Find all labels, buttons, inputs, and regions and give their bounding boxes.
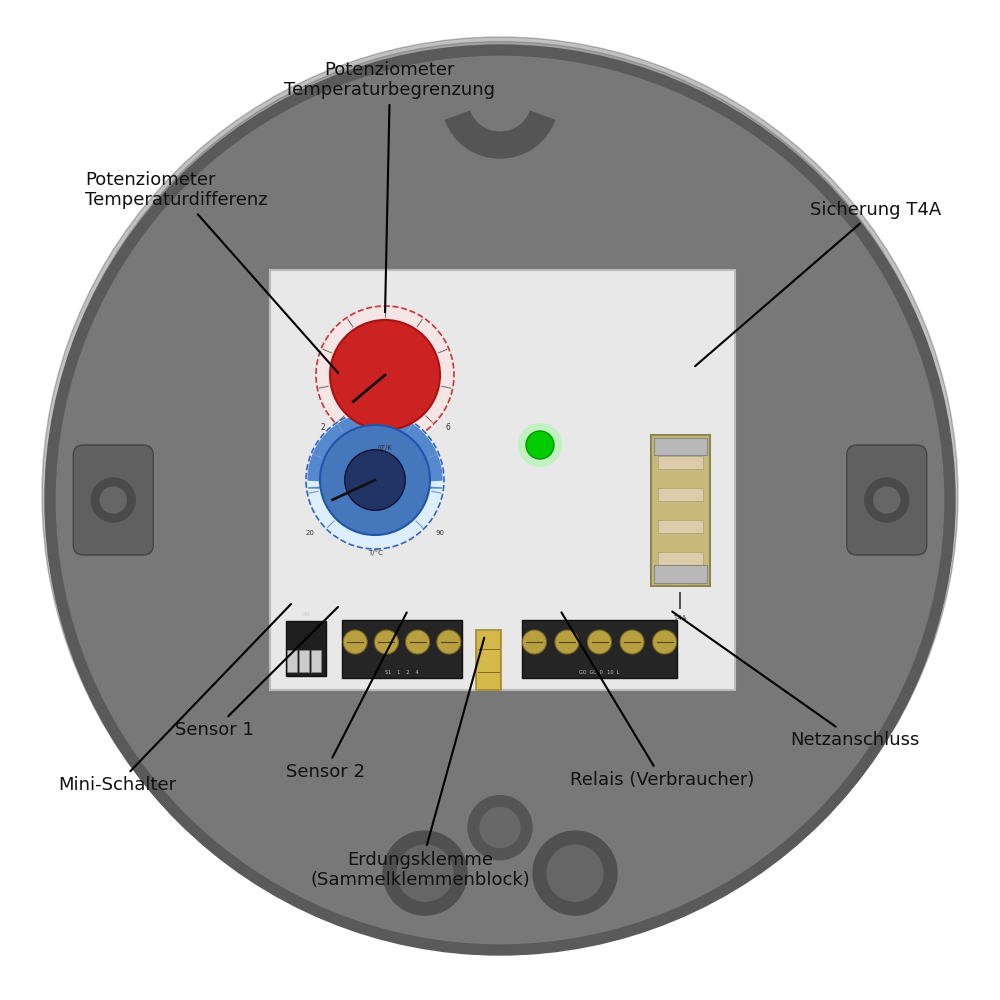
Circle shape xyxy=(56,51,944,939)
Bar xyxy=(654,438,707,455)
Text: Relais (Verbraucher): Relais (Verbraucher) xyxy=(561,612,754,789)
Circle shape xyxy=(480,808,520,848)
Circle shape xyxy=(45,45,955,955)
Text: T/°C: T/°C xyxy=(368,550,382,556)
FancyBboxPatch shape xyxy=(73,445,153,555)
Circle shape xyxy=(547,845,603,901)
Text: T4A: T4A xyxy=(673,614,687,620)
Bar xyxy=(658,520,703,533)
Circle shape xyxy=(865,478,909,522)
Circle shape xyxy=(653,630,677,654)
Text: Mini-Schalter: Mini-Schalter xyxy=(58,604,291,794)
Wedge shape xyxy=(444,110,556,159)
FancyBboxPatch shape xyxy=(847,445,927,555)
Circle shape xyxy=(522,630,546,654)
Text: ON: ON xyxy=(302,612,310,617)
Circle shape xyxy=(468,796,532,860)
Circle shape xyxy=(42,37,958,953)
Circle shape xyxy=(555,630,579,654)
Circle shape xyxy=(406,630,430,654)
Circle shape xyxy=(91,478,135,522)
Circle shape xyxy=(306,411,444,549)
FancyBboxPatch shape xyxy=(522,620,677,678)
Circle shape xyxy=(533,831,617,915)
Text: 20: 20 xyxy=(305,530,314,536)
Circle shape xyxy=(320,425,430,535)
Bar xyxy=(654,565,707,582)
Text: Erdungsklemme
(Sammelklemmenblock): Erdungsklemme (Sammelklemmenblock) xyxy=(310,638,530,889)
Text: ΔT/K: ΔT/K xyxy=(377,445,393,451)
FancyBboxPatch shape xyxy=(476,630,501,690)
FancyBboxPatch shape xyxy=(342,620,462,678)
Circle shape xyxy=(518,423,562,467)
Circle shape xyxy=(316,306,454,444)
Text: 6: 6 xyxy=(445,424,450,432)
Circle shape xyxy=(588,630,612,654)
Circle shape xyxy=(330,320,440,430)
FancyBboxPatch shape xyxy=(286,621,326,676)
Circle shape xyxy=(437,630,461,654)
Text: Potenziometer
Temperaturdifferenz: Potenziometer Temperaturdifferenz xyxy=(85,171,338,373)
Text: Sicherung T4A: Sicherung T4A xyxy=(695,201,941,366)
Bar xyxy=(311,650,321,672)
Bar xyxy=(299,650,309,672)
Text: GO  GC  0   10  L: GO GC 0 10 L xyxy=(579,670,620,675)
FancyBboxPatch shape xyxy=(270,270,735,690)
Circle shape xyxy=(343,630,367,654)
FancyBboxPatch shape xyxy=(651,434,710,585)
Bar xyxy=(658,552,703,565)
Circle shape xyxy=(51,46,949,944)
Text: S1    1    2    4: S1 1 2 4 xyxy=(385,670,419,675)
Circle shape xyxy=(526,431,554,459)
Circle shape xyxy=(383,831,467,915)
Circle shape xyxy=(397,845,453,901)
Circle shape xyxy=(56,56,944,944)
Circle shape xyxy=(374,630,398,654)
Text: Netzanschluss: Netzanschluss xyxy=(672,612,919,749)
Circle shape xyxy=(100,487,126,513)
Text: Sensor 1: Sensor 1 xyxy=(175,607,338,739)
Circle shape xyxy=(345,450,405,510)
Circle shape xyxy=(47,42,953,948)
Circle shape xyxy=(874,487,900,513)
Text: 2: 2 xyxy=(320,424,325,432)
Bar xyxy=(287,650,297,672)
Bar xyxy=(658,488,703,501)
Text: 90: 90 xyxy=(436,530,445,536)
Bar xyxy=(658,456,703,469)
Polygon shape xyxy=(308,413,442,488)
Circle shape xyxy=(620,630,644,654)
Circle shape xyxy=(318,308,452,442)
Text: Sensor 2: Sensor 2 xyxy=(286,612,407,781)
Text: Potenziometer
Temperaturbegrenzung: Potenziometer Temperaturbegrenzung xyxy=(285,61,496,312)
